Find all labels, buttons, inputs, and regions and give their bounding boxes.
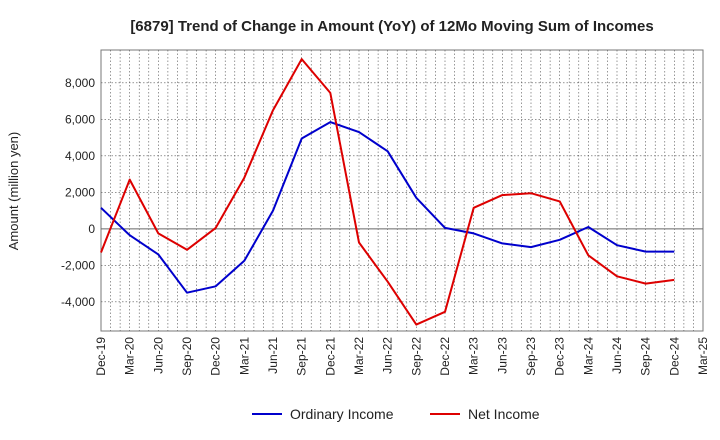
x-tick-label: Mar-25 [696,337,710,375]
x-tick-label: Dec-20 [209,337,223,376]
x-tick-label: Sep-23 [524,337,538,376]
y-tick-label: -4,000 [61,295,95,309]
x-tick-label: Dec-19 [94,337,108,376]
x-tick-label: Jun-24 [610,337,624,374]
x-tick-label: Sep-21 [295,337,309,376]
x-tick-label: Jun-20 [151,337,165,374]
y-tick-label: -2,000 [61,258,95,272]
y-tick-label: 4,000 [65,149,95,163]
x-tick-label: Mar-24 [581,337,595,375]
x-tick-label: Jun-21 [266,337,280,374]
x-tick-label: Sep-22 [409,337,423,376]
x-tick-label: Sep-24 [639,337,653,376]
x-tick-label: Dec-22 [438,337,452,376]
y-tick-label: 0 [88,222,95,236]
x-tick-label: Mar-20 [123,337,137,375]
x-tick-label: Jun-22 [381,337,395,374]
y-tick-label: 8,000 [65,76,95,90]
series-lines [100,58,675,326]
y-tick-label: 6,000 [65,112,95,126]
chart-legend: Ordinary Income Net Income [252,406,540,422]
x-tick-label: Mar-23 [467,337,481,375]
y-tick-label: 2,000 [65,185,95,199]
series-line-net-income [100,58,675,326]
grid-lines [101,50,703,331]
x-tick-label: Sep-20 [180,337,194,376]
y-tick-labels: -4,000 -2,000 0 2,000 4,000 6,000 8,000 [61,76,95,309]
x-tick-label: Mar-21 [237,337,251,375]
x-tick-label: Dec-23 [553,337,567,376]
chart-title: [6879] Trend of Change in Amount (YoY) o… [130,18,653,35]
x-tick-label: Dec-24 [667,337,681,376]
x-tick-label: Mar-22 [352,337,366,375]
x-tick-label: Jun-23 [495,337,509,374]
legend-label-net-income: Net Income [468,406,540,422]
x-tick-labels: Dec-19 Mar-20 Jun-20 Sep-20 Dec-20 Mar-21 Jun-… [94,337,710,376]
legend-label-ordinary-income: Ordinary Income [290,406,394,422]
series-line-ordinary-income [100,121,675,294]
y-axis-label: Amount (million yen) [6,132,21,251]
x-tick-label: Dec-21 [323,337,337,376]
plot-area [100,49,704,332]
